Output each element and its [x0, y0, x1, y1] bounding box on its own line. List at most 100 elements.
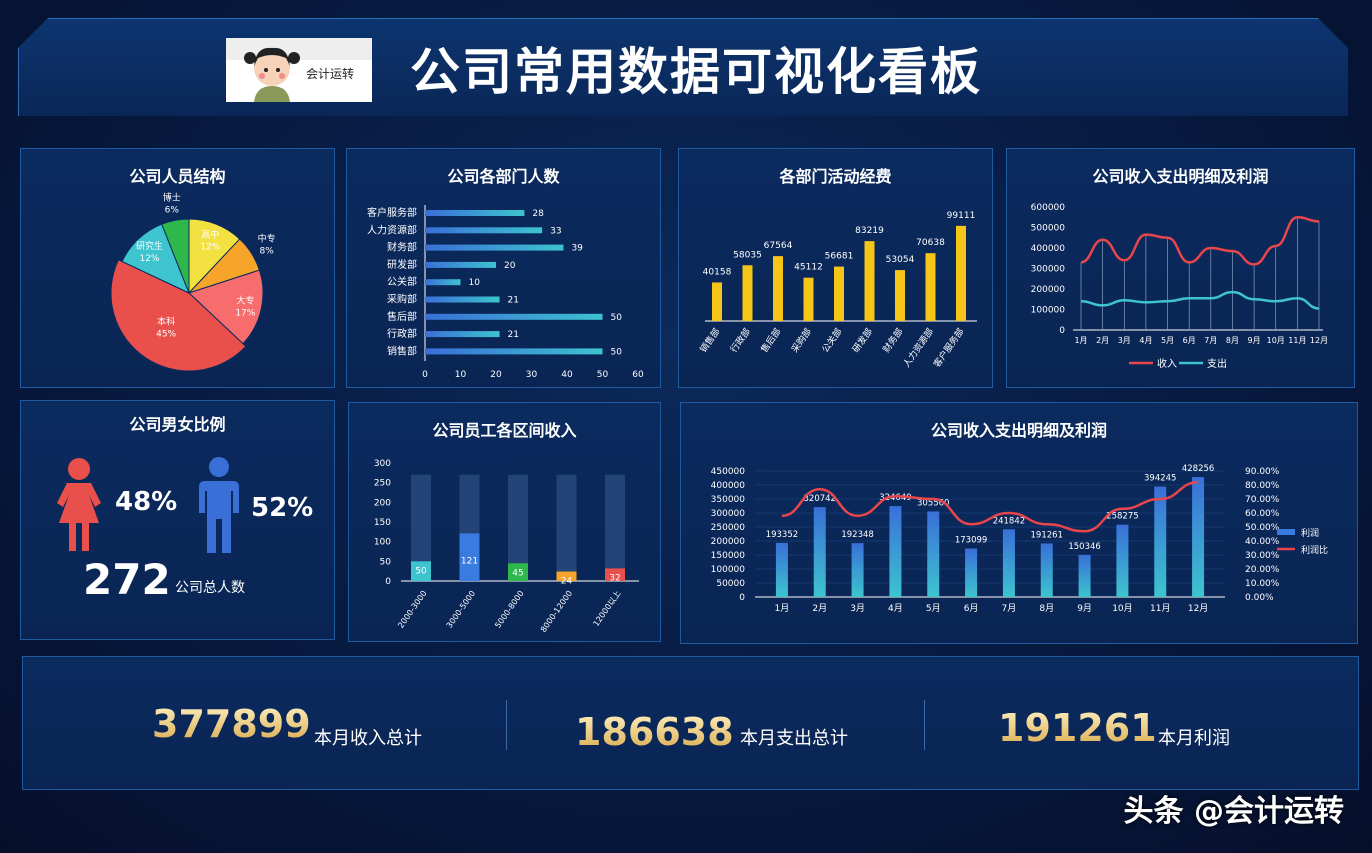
legend-income-label: 收入 — [1157, 357, 1177, 370]
y-tick: 100000 — [711, 565, 746, 575]
kpi-income-value: 377899 — [152, 702, 311, 746]
pie-slice — [161, 218, 190, 294]
hbar — [425, 210, 525, 216]
panel-profit: 公司收入支出明细及利润 450000 400000 350000 300000 2500… — [680, 402, 1358, 644]
combo-chart: 450000 400000 350000 300000 250000 200000 1500… — [711, 464, 1328, 614]
bar — [1192, 477, 1205, 597]
panel-salary-ranges: 公司员工各区间收入 300 250 200 150 100 50 0 50 2000-3000 1… — [348, 402, 661, 642]
x-tick: 60 — [632, 370, 644, 380]
x-tick: 9月 — [1248, 336, 1261, 345]
panel-title: 公司员工各区间收入 — [432, 421, 577, 440]
x-tick: 50 — [597, 370, 609, 380]
income-line — [1080, 215, 1320, 266]
x-tick: 3月 — [1118, 336, 1131, 345]
y2-tick: 0.00% — [1245, 593, 1274, 603]
hbar — [425, 331, 500, 338]
bar-value: 45112 — [794, 263, 823, 273]
x-tick: 采购部 — [789, 326, 814, 355]
x-tick: 财务部 — [880, 326, 905, 355]
x-tick: 5月 — [926, 603, 941, 614]
bar — [956, 225, 966, 321]
y2-tick: 60.00% — [1245, 509, 1280, 519]
hbar-value: 33 — [550, 226, 561, 236]
bar — [834, 266, 844, 321]
pie-pct: 17% — [235, 309, 255, 319]
kpi-profit-value: 191261 — [998, 706, 1157, 750]
x-tick: 研发部 — [850, 326, 875, 355]
pie-pct: 12% — [139, 254, 159, 264]
hbar-value: 21 — [508, 296, 519, 306]
bar-value: 173099 — [955, 536, 987, 546]
x-tick: 5000-8000 — [493, 589, 525, 630]
bar-value: 67564 — [764, 241, 793, 251]
bar — [1078, 554, 1091, 597]
bar-value: 24 — [561, 577, 573, 587]
bar — [459, 533, 480, 581]
hbar-label: 财务部 — [387, 241, 417, 254]
y2-tick: 70.00% — [1245, 495, 1280, 505]
x-tick: 10月 — [1267, 336, 1285, 345]
y2-tick: 30.00% — [1245, 551, 1280, 561]
logo-avatar-icon: 会计运转 — [226, 38, 372, 102]
pie-pct: 6% — [165, 206, 180, 216]
hbar — [425, 313, 603, 320]
bar — [773, 256, 783, 321]
y-tick: 500000 — [1031, 224, 1066, 234]
x-tick: 8000-12000 — [539, 589, 574, 634]
bar — [813, 507, 826, 597]
panel-gender-ratio: 公司男女比例 48% 52% 272 公司总人数 — [20, 400, 335, 640]
x-tick: 客户服务部 — [931, 326, 967, 370]
bar-value: 40158 — [703, 267, 732, 277]
kpi-divider — [924, 700, 925, 750]
expense-line — [1080, 290, 1320, 310]
bar — [851, 543, 864, 597]
y-tick: 0 — [739, 593, 745, 603]
x-tick: 人力资源部 — [900, 326, 936, 370]
y-tick: 50 — [380, 557, 392, 567]
legend-expense-label: 支出 — [1207, 357, 1227, 370]
bar-value: 150346 — [1068, 542, 1100, 552]
bar — [864, 241, 875, 321]
page-title: 公司常用数据可视化看板 — [410, 43, 982, 101]
logo-text: 会计运转 — [306, 66, 354, 81]
legend-profit-swatch — [1277, 529, 1295, 535]
bar — [927, 511, 940, 597]
panel-staff-structure: 公司人员结构 高中 12% 中专 8% 大专 17% 本科 45% 研究生 12% 博士 6% — [20, 148, 335, 388]
hbar — [425, 244, 564, 251]
pie-pct: 45% — [156, 330, 176, 340]
x-tick: 1月 — [775, 603, 790, 614]
bar-value: 258275 — [1106, 512, 1138, 522]
y-tick: 50000 — [716, 579, 745, 589]
x-tick: 0 — [422, 370, 428, 380]
x-tick: 8月 — [1039, 603, 1054, 614]
x-tick: 2月 — [1096, 336, 1109, 345]
hbar-value: 10 — [469, 278, 481, 288]
kpi-divider — [506, 700, 507, 750]
y-tick: 450000 — [711, 467, 746, 477]
x-tick: 2月 — [812, 603, 827, 614]
logo: 会计运转 — [226, 38, 372, 102]
y-tick: 300000 — [1031, 265, 1066, 275]
pie-label: 本科 — [157, 316, 175, 328]
x-tick: 12000以上 — [591, 589, 622, 628]
hbar-value: 28 — [532, 209, 544, 219]
stacked-bar-chart: 300 250 200 150 100 50 0 50 2000-3000 121 3000-500… — [374, 459, 639, 634]
x-tick: 12月 — [1310, 336, 1328, 345]
bar-value: 394245 — [1144, 474, 1176, 484]
x-tick: 公关部 — [819, 326, 844, 355]
y-tick: 250 — [374, 479, 391, 489]
bar-value: 191261 — [1031, 530, 1063, 540]
bar-value: 192348 — [841, 530, 873, 540]
bar-value: 241842 — [993, 516, 1025, 526]
bar-value: 193352 — [766, 530, 798, 540]
x-tick: 行政部 — [728, 326, 753, 355]
ratio-line — [781, 480, 1199, 533]
total-label: 公司总人数 — [175, 580, 245, 596]
panel-title: 公司男女比例 — [129, 415, 226, 434]
x-tick: 20 — [490, 370, 502, 380]
panel-title: 公司收入支出明细及利润 — [1092, 167, 1269, 186]
panel-title: 各部门活动经费 — [779, 167, 892, 186]
legend-profit-label: 利润 — [1301, 527, 1319, 539]
y-tick: 100 — [374, 538, 391, 548]
hbar-label: 行政部 — [387, 327, 417, 340]
